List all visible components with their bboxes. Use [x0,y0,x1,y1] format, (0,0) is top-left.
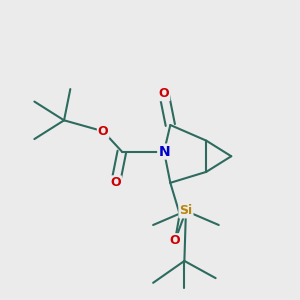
Text: O: O [159,87,170,100]
Text: N: N [158,145,170,159]
Text: O: O [98,125,108,138]
Text: O: O [170,234,180,247]
Text: O: O [110,176,121,189]
Text: Si: Si [179,204,193,218]
